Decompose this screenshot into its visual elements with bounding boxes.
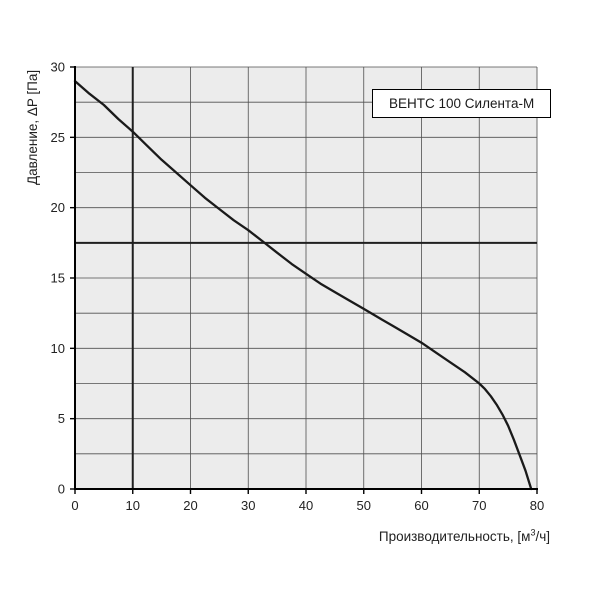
x-axis-label-sup: 3 (530, 527, 536, 538)
chart-title-box: ВЕНТС 100 Силента-М (372, 89, 552, 118)
x-tick-label: 40 (299, 498, 313, 513)
x-tick-label: 20 (183, 498, 197, 513)
x-tick-label: 0 (71, 498, 78, 513)
y-tick-label: 15 (51, 271, 65, 286)
x-tick-label: 30 (241, 498, 255, 513)
x-tick-label: 60 (414, 498, 428, 513)
y-tick-label: 30 (51, 60, 65, 75)
x-axis-label-end: /ч] (535, 529, 550, 544)
x-axis-label-main: Производительность, [м (378, 529, 531, 544)
y-tick-label: 5 (58, 411, 65, 426)
y-tick-label: 25 (51, 130, 65, 145)
y-tick-label: 20 (51, 200, 65, 215)
y-axis-label: Давление, ΔP [Па] (25, 69, 40, 185)
x-tick-label: 10 (126, 498, 140, 513)
y-tick-label: 0 (58, 482, 65, 497)
x-axis-label: Производительность, [м3/ч] (378, 527, 550, 544)
x-tick-label: 70 (472, 498, 486, 513)
fan-curve (73, 79, 533, 491)
x-tick-label: 50 (357, 498, 371, 513)
y-tick-label: 10 (51, 341, 65, 356)
chart-title: ВЕНТС 100 Силента-М (389, 96, 535, 111)
x-tick-label: 80 (530, 498, 544, 513)
